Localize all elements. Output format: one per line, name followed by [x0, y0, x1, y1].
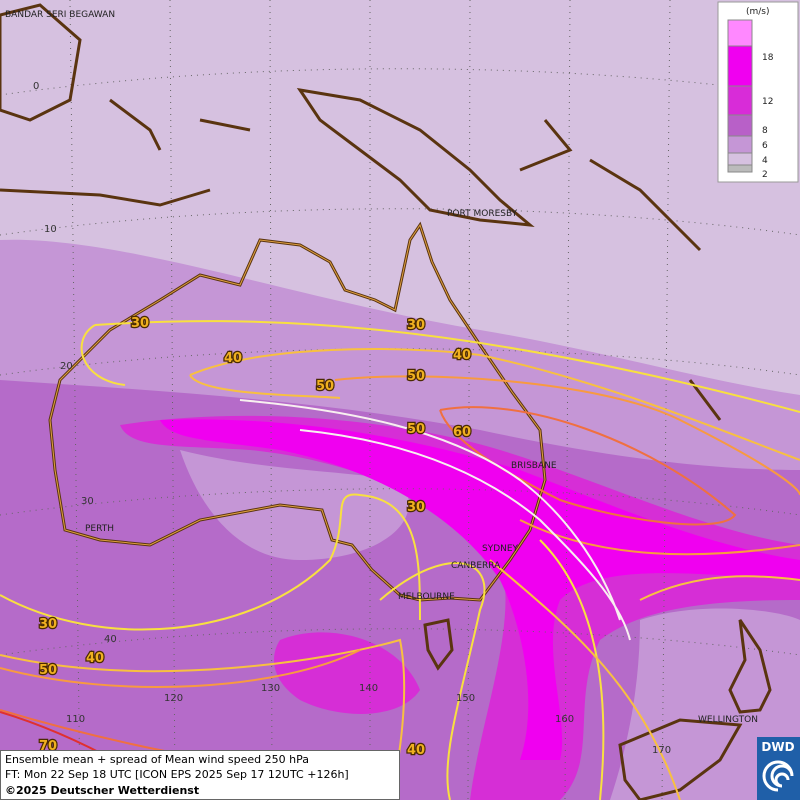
legend-swatch: [727, 45, 753, 87]
lat-label: 20: [60, 361, 73, 372]
contour: [0, 348, 800, 800]
contour-label: 30: [39, 617, 57, 632]
contour-label: 50: [316, 379, 334, 394]
lat-label: 30: [81, 496, 94, 507]
lat-label: 0: [33, 81, 39, 92]
legend: (m/s) 18 12 8 6 4 2: [717, 1, 799, 183]
contour-label: 60: [453, 425, 471, 440]
place-label: BANDAR SERI BEGAWAN: [5, 10, 115, 20]
shade-6b: [180, 450, 409, 560]
coast: [296, 87, 535, 227]
lon-label: 160: [555, 714, 574, 725]
contour-label: 50: [407, 369, 425, 384]
coast: [423, 618, 454, 671]
footer-line: FT: Mon 22 Sep 18 UTC [ICON EPS 2025 Sep…: [5, 768, 349, 781]
place-label: WELLINGTON: [698, 715, 758, 725]
legend-level: 4: [762, 156, 768, 166]
place-label: CANBERRA: [451, 561, 501, 571]
coast: [0, 3, 722, 421]
contours: [0, 320, 800, 800]
coast: [618, 619, 772, 800]
contour-label: 30: [407, 318, 425, 333]
place-label: PORT MORESBY: [447, 209, 518, 219]
legend-swatch: [727, 114, 753, 137]
legend-level: 12: [762, 97, 773, 107]
legend-level: 18: [762, 53, 774, 63]
legend-level: 2: [762, 170, 768, 180]
lat-label: 10: [44, 224, 57, 235]
legend-unit: (m/s): [746, 7, 770, 17]
contour-label: 40: [224, 351, 242, 366]
lon-label: 150: [456, 693, 475, 704]
legend-level: 6: [762, 141, 768, 151]
contour-label: 50: [39, 663, 57, 678]
place-label: SYDNEY: [482, 544, 519, 554]
contour: [0, 320, 800, 800]
place-label: PERTH: [85, 524, 114, 534]
contour-label: 40: [407, 743, 425, 758]
footer: Ensemble mean + spread of Mean wind spee…: [0, 750, 400, 800]
logo: DWD: [757, 737, 800, 800]
contour-label: 50: [407, 422, 425, 437]
footer-copyright: ©2025 Deutscher Wetterdienst: [5, 784, 199, 797]
lon-label: 170: [652, 745, 671, 756]
lat-label: 40: [104, 634, 117, 645]
legend-swatch: [727, 85, 753, 116]
legend-level: 8: [762, 126, 768, 136]
legend-swatch: [727, 164, 753, 173]
contour-label: 40: [86, 651, 104, 666]
logo-swirl: [762, 760, 794, 792]
footer-box: [0, 750, 400, 800]
legend-swatch: [727, 152, 753, 166]
contour-label: 30: [407, 500, 425, 515]
logo-text: DWD: [761, 740, 794, 754]
lon-label: 130: [261, 683, 280, 694]
shade-6c: [610, 608, 800, 800]
legend-swatch: [727, 135, 753, 154]
lon-label: 140: [359, 683, 378, 694]
contour-label: 40: [453, 348, 471, 363]
coast2: [49, 223, 546, 601]
legend-swatch: [727, 19, 753, 47]
coastline: [0, 3, 772, 800]
shade-18: [160, 419, 800, 760]
contour: [239, 399, 631, 641]
shade-12: [120, 415, 800, 800]
place-label: MELBOURNE: [398, 592, 455, 602]
contour-label: 30: [131, 316, 149, 331]
logo-box: [757, 737, 800, 800]
place-label: BRISBANE: [511, 461, 557, 471]
lon-label: 110: [66, 714, 85, 725]
lon-label: 120: [164, 693, 183, 704]
shade-12b: [274, 632, 420, 714]
footer-line: Ensemble mean + spread of Mean wind spee…: [5, 753, 309, 766]
